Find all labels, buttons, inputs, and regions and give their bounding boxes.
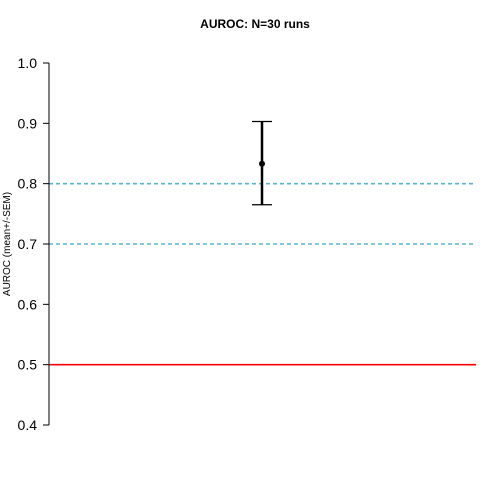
mean-point — [259, 160, 265, 167]
y-tick-label: 0.8 — [18, 176, 38, 192]
y-tick-label: 0.5 — [18, 357, 38, 373]
chart-title: AUROC: N=30 runs — [200, 17, 310, 31]
y-axis-label: AUROC (mean+/-SEM) — [2, 192, 13, 296]
plot-area: 0.4 0.5 0.6 0.7 0.8 0.9 1.0 — [18, 55, 476, 433]
y-tick-label: 1.0 — [18, 55, 38, 71]
y-tick-label: 0.7 — [18, 236, 38, 252]
y-tick-label: 0.4 — [18, 417, 38, 433]
y-tick-label: 0.9 — [18, 115, 38, 131]
y-tick-label: 0.6 — [18, 296, 38, 312]
